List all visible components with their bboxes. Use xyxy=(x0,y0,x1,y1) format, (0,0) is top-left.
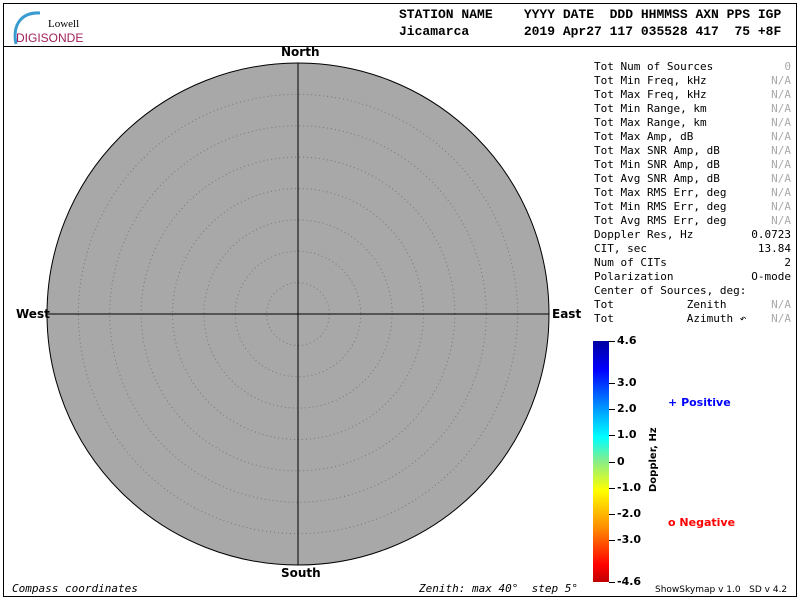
stat-value: 0 xyxy=(784,60,791,73)
plus-icon: + xyxy=(668,396,678,409)
stat-value: N/A xyxy=(771,172,791,185)
stat-value: 2 xyxy=(784,256,791,269)
stat-value: O-mode xyxy=(751,270,791,283)
colorbar-tick xyxy=(609,513,615,515)
stat-row: Tot Min RMS Err, deg N/A xyxy=(594,200,791,214)
circle-icon: o xyxy=(668,516,676,529)
stat-value: N/A xyxy=(771,214,791,227)
stat-row: Tot Max Freq, kHz N/A xyxy=(594,88,791,102)
footer-coordinates: Compass coordinates xyxy=(12,582,138,595)
stat-row: Num of CITs 2 xyxy=(594,256,791,270)
stat-label: Center of Sources, deg: xyxy=(594,284,747,297)
stat-value: N/A xyxy=(771,116,791,129)
stat-label: Tot Max RMS Err, deg xyxy=(594,186,727,199)
stat-row: Tot Zenith N/A xyxy=(594,298,791,312)
stat-value: N/A xyxy=(771,200,791,213)
stat-label: Polarization xyxy=(594,270,674,283)
statistics-panel: Tot Num of Sources 0 Tot Min Freq, kHz N/A T… xyxy=(594,60,791,326)
logo-top: Lowell xyxy=(48,18,80,30)
stat-label: Doppler Res, Hz xyxy=(594,228,694,241)
header-divider xyxy=(3,46,797,47)
stat-row: Tot Num of Sources 0 xyxy=(594,60,791,74)
header-labels: STATION NAME YYYY DATE DDD HHMMSS AXN PP… xyxy=(399,7,782,22)
stat-value: N/A xyxy=(771,312,791,325)
stat-label: Tot Min SNR Amp, dB xyxy=(594,158,720,171)
doppler-colorbar xyxy=(593,341,609,582)
stat-label: Tot Min Range, km xyxy=(594,102,707,115)
stat-label: Tot Max Range, km xyxy=(594,116,707,129)
stat-row: Center of Sources, deg: xyxy=(594,284,791,298)
colorbar-tick-label: 2.0 xyxy=(617,402,637,416)
colorbar-tick xyxy=(609,461,615,463)
digisonde-logo: Lowell DIGISONDE xyxy=(10,10,90,46)
stat-label: Tot Max SNR Amp, dB xyxy=(594,144,720,157)
stat-label: Tot Num of Sources xyxy=(594,60,714,73)
colorbar-tick-label: 0 xyxy=(617,454,625,468)
stat-row: Tot Max Amp, dB N/A xyxy=(594,130,791,144)
stat-row: Tot Max Range, km N/A xyxy=(594,116,791,130)
stat-value: N/A xyxy=(771,74,791,87)
stat-row: Tot Avg RMS Err, deg N/A xyxy=(594,214,791,228)
east-label: East xyxy=(552,307,582,321)
colorbar-tick-label: -4.6 xyxy=(617,575,642,588)
colorbar-title: Doppler, Hz xyxy=(648,427,659,492)
colorbar-tick xyxy=(609,409,615,411)
legend-negative-label: Negative xyxy=(679,516,736,529)
stat-row: Tot Max SNR Amp, dB N/A xyxy=(594,144,791,158)
stat-label: Tot Azimuth ↶ xyxy=(594,312,747,325)
stat-row: Tot Min Freq, kHz N/A xyxy=(594,74,791,88)
stat-row: Tot Azimuth ↶ N/A xyxy=(594,312,791,326)
stat-label: Tot Avg SNR Amp, dB xyxy=(594,172,720,185)
colorbar-tick-label: 1.0 xyxy=(617,428,637,442)
stat-value: N/A xyxy=(771,158,791,171)
stat-value: N/A xyxy=(771,102,791,115)
colorbar-tick xyxy=(609,435,615,437)
stat-label: Tot Min RMS Err, deg xyxy=(594,200,727,213)
stat-label: Tot Max Freq, kHz xyxy=(594,88,707,101)
west-label: West xyxy=(16,307,50,321)
footer-zenith: Zenith: max 40° step 5° xyxy=(419,582,578,595)
colorbar-tick-label: -2.0 xyxy=(617,506,642,520)
colorbar-tick-label: 4.6 xyxy=(617,334,637,347)
colorbar-tick-label: -1.0 xyxy=(617,480,642,494)
stat-row: Tot Min SNR Amp, dB N/A xyxy=(594,158,791,172)
colorbar-tick xyxy=(609,341,615,342)
legend-negative: o Negative xyxy=(668,516,735,529)
stat-label: Tot Max Amp, dB xyxy=(594,130,694,143)
stat-label: Tot Zenith xyxy=(594,298,727,311)
colorbar-tick xyxy=(609,487,615,489)
stat-label: Num of CITs xyxy=(594,256,667,269)
stat-row: CIT, sec 13.84 xyxy=(594,242,791,256)
stat-value: N/A xyxy=(771,88,791,101)
stat-value: N/A xyxy=(771,298,791,311)
logo-bottom: DIGISONDE xyxy=(16,31,84,45)
colorbar-tick xyxy=(609,540,615,542)
stat-row: Polarization O-mode xyxy=(594,270,791,284)
colorbar-tick xyxy=(609,382,615,384)
stat-row: Tot Max RMS Err, deg N/A xyxy=(594,186,791,200)
stat-value: N/A xyxy=(771,130,791,143)
north-label: North xyxy=(281,45,320,59)
stat-value: N/A xyxy=(771,186,791,199)
stat-row: Tot Avg SNR Amp, dB N/A xyxy=(594,172,791,186)
stat-label: Tot Min Freq, kHz xyxy=(594,74,707,87)
colorbar-tick-label: 3.0 xyxy=(617,375,637,389)
stat-row: Doppler Res, Hz 0.0723 xyxy=(594,228,791,242)
colorbar-tick-label: -3.0 xyxy=(617,533,642,547)
stat-label: CIT, sec xyxy=(594,242,647,255)
footer-version: ShowSkymap v 1.0 SD v 4.2 xyxy=(655,585,788,595)
header-values: Jicamarca 2019 Apr27 117 035528 417 75 +… xyxy=(399,24,782,39)
stat-label: Tot Avg RMS Err, deg xyxy=(594,214,727,227)
south-label: South xyxy=(281,566,321,580)
frame xyxy=(3,3,797,597)
colorbar-tick xyxy=(609,582,615,583)
legend-positive: + Positive xyxy=(668,396,731,409)
stat-value: N/A xyxy=(771,144,791,157)
stat-value: 13.84 xyxy=(757,242,791,255)
stat-value: 0.0723 xyxy=(751,228,791,241)
legend-positive-label: Positive xyxy=(681,396,731,409)
stat-row: Tot Min Range, km N/A xyxy=(594,102,791,116)
